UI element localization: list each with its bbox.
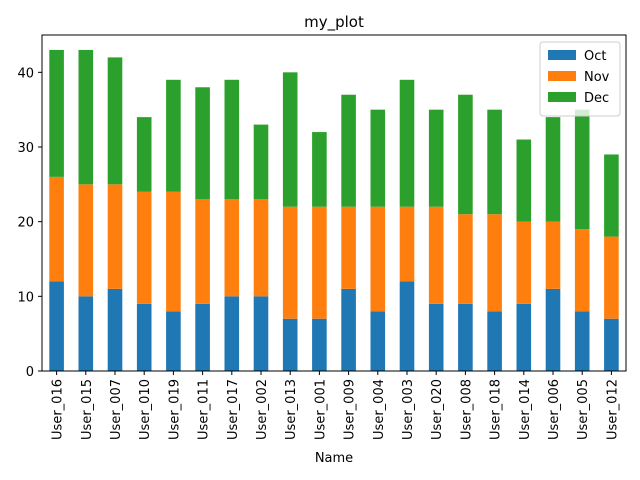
bar-dec-user_004 <box>370 109 386 207</box>
legend-swatch-nov <box>548 71 576 81</box>
bar-dec-user_007 <box>107 57 123 185</box>
bar-nov-user_018 <box>487 214 502 312</box>
x-tick-label: User_002 <box>255 379 270 440</box>
bar-nov-user_006 <box>545 221 561 289</box>
bar-oct-user_011 <box>195 303 210 371</box>
bar-oct-user_017 <box>224 296 240 371</box>
bar-dec-user_016 <box>49 49 64 177</box>
x-tick-label: User_004 <box>372 379 387 440</box>
x-tick-label: User_018 <box>489 379 504 440</box>
x-tick-label: User_009 <box>343 379 358 440</box>
bar-nov-user_011 <box>195 199 210 304</box>
x-tick-label: User_017 <box>226 379 241 440</box>
x-tick-label: User_015 <box>80 379 95 440</box>
x-tick-label: User_006 <box>547 379 562 440</box>
bar-dec-user_006 <box>545 117 561 222</box>
legend-swatch-dec <box>548 92 576 102</box>
legend-label-nov: Nov <box>584 70 610 85</box>
bar-nov-user_004 <box>370 206 386 312</box>
bar-oct-user_016 <box>49 281 64 371</box>
bar-dec-user_009 <box>341 94 356 207</box>
y-tick-label: 20 <box>17 216 34 231</box>
x-tick-label: User_013 <box>284 379 299 440</box>
bar-oct-user_001 <box>312 318 327 371</box>
x-tick-label: User_008 <box>459 379 474 440</box>
bar-oct-user_004 <box>370 311 386 371</box>
bar-nov-user_008 <box>458 214 473 304</box>
bar-dec-user_005 <box>574 109 590 230</box>
bar-nov-user_015 <box>78 184 94 297</box>
bar-oct-user_012 <box>604 318 619 371</box>
bar-oct-user_015 <box>78 296 94 371</box>
bar-dec-user_011 <box>195 87 210 200</box>
bar-dec-user_017 <box>224 79 240 200</box>
bar-dec-user_012 <box>604 154 619 237</box>
legend-label-oct: Oct <box>584 49 606 64</box>
legend-swatch-oct <box>548 50 576 60</box>
bar-oct-user_020 <box>428 303 444 371</box>
bar-oct-user_010 <box>136 303 152 371</box>
x-tick-label: User_005 <box>576 379 591 440</box>
bar-oct-user_006 <box>545 288 561 371</box>
bar-nov-user_012 <box>604 236 619 319</box>
x-tick-label: User_001 <box>313 379 328 440</box>
bar-oct-user_003 <box>399 281 415 371</box>
x-tick-label: User_016 <box>51 379 66 440</box>
plot-frame <box>41 34 627 372</box>
bar-nov-user_002 <box>253 199 269 297</box>
bar-nov-user_009 <box>341 206 356 289</box>
bar-nov-user_005 <box>574 229 590 312</box>
bar-dec-user_008 <box>458 94 473 215</box>
bar-dec-user_019 <box>166 79 181 192</box>
bar-oct-user_018 <box>487 311 502 371</box>
x-tick-label: User_007 <box>109 379 124 440</box>
bar-oct-user_007 <box>107 288 123 371</box>
x-axis-label: Name <box>315 451 353 466</box>
bar-nov-user_007 <box>107 184 123 289</box>
bar-dec-user_010 <box>136 117 152 192</box>
bar-nov-user_010 <box>136 191 152 304</box>
bar-nov-user_019 <box>166 191 181 312</box>
x-tick-label: User_020 <box>430 379 445 440</box>
x-tick-label: User_014 <box>518 379 533 440</box>
bar-oct-user_009 <box>341 288 356 371</box>
legend-label-dec: Dec <box>584 91 609 106</box>
bar-oct-user_013 <box>282 318 298 371</box>
bar-dec-user_002 <box>253 124 269 200</box>
bar-dec-user_003 <box>399 79 415 207</box>
bar-oct-user_002 <box>253 296 269 371</box>
bar-nov-user_001 <box>312 206 327 319</box>
y-tick-label: 40 <box>17 66 34 81</box>
bar-nov-user_017 <box>224 199 240 297</box>
x-tick-label: User_003 <box>401 379 416 440</box>
bar-nov-user_014 <box>516 221 532 304</box>
bar-oct-user_005 <box>574 311 590 371</box>
y-tick-label: 30 <box>17 141 34 156</box>
bar-dec-user_020 <box>428 109 444 207</box>
bar-nov-user_013 <box>282 206 298 319</box>
y-tick-label: 10 <box>17 290 34 305</box>
x-tick-label: User_011 <box>197 379 212 440</box>
bar-nov-user_016 <box>49 176 64 282</box>
chart-title: my_plot <box>304 13 364 32</box>
bar-oct-user_019 <box>166 311 181 371</box>
plot-area: 0 10 20 30 40 User_016 User_015 User_007 User_01… <box>17 34 627 440</box>
bar-oct-user_014 <box>516 303 532 371</box>
x-tick-label: User_012 <box>605 379 620 440</box>
bar-dec-user_014 <box>516 139 532 222</box>
x-tick-label: User_010 <box>138 379 153 440</box>
bar-nov-user_020 <box>428 206 444 304</box>
bar-dec-user_001 <box>312 132 327 207</box>
bar-dec-user_018 <box>487 109 502 215</box>
bar-dec-user_013 <box>282 72 298 207</box>
bar-oct-user_008 <box>458 303 473 371</box>
legend: Oct Nov Dec <box>539 41 621 117</box>
y-tick-label: 0 <box>26 365 34 380</box>
bar-dec-user_015 <box>78 49 94 185</box>
bar-nov-user_003 <box>399 206 415 282</box>
x-tick-label: User_019 <box>167 379 182 440</box>
